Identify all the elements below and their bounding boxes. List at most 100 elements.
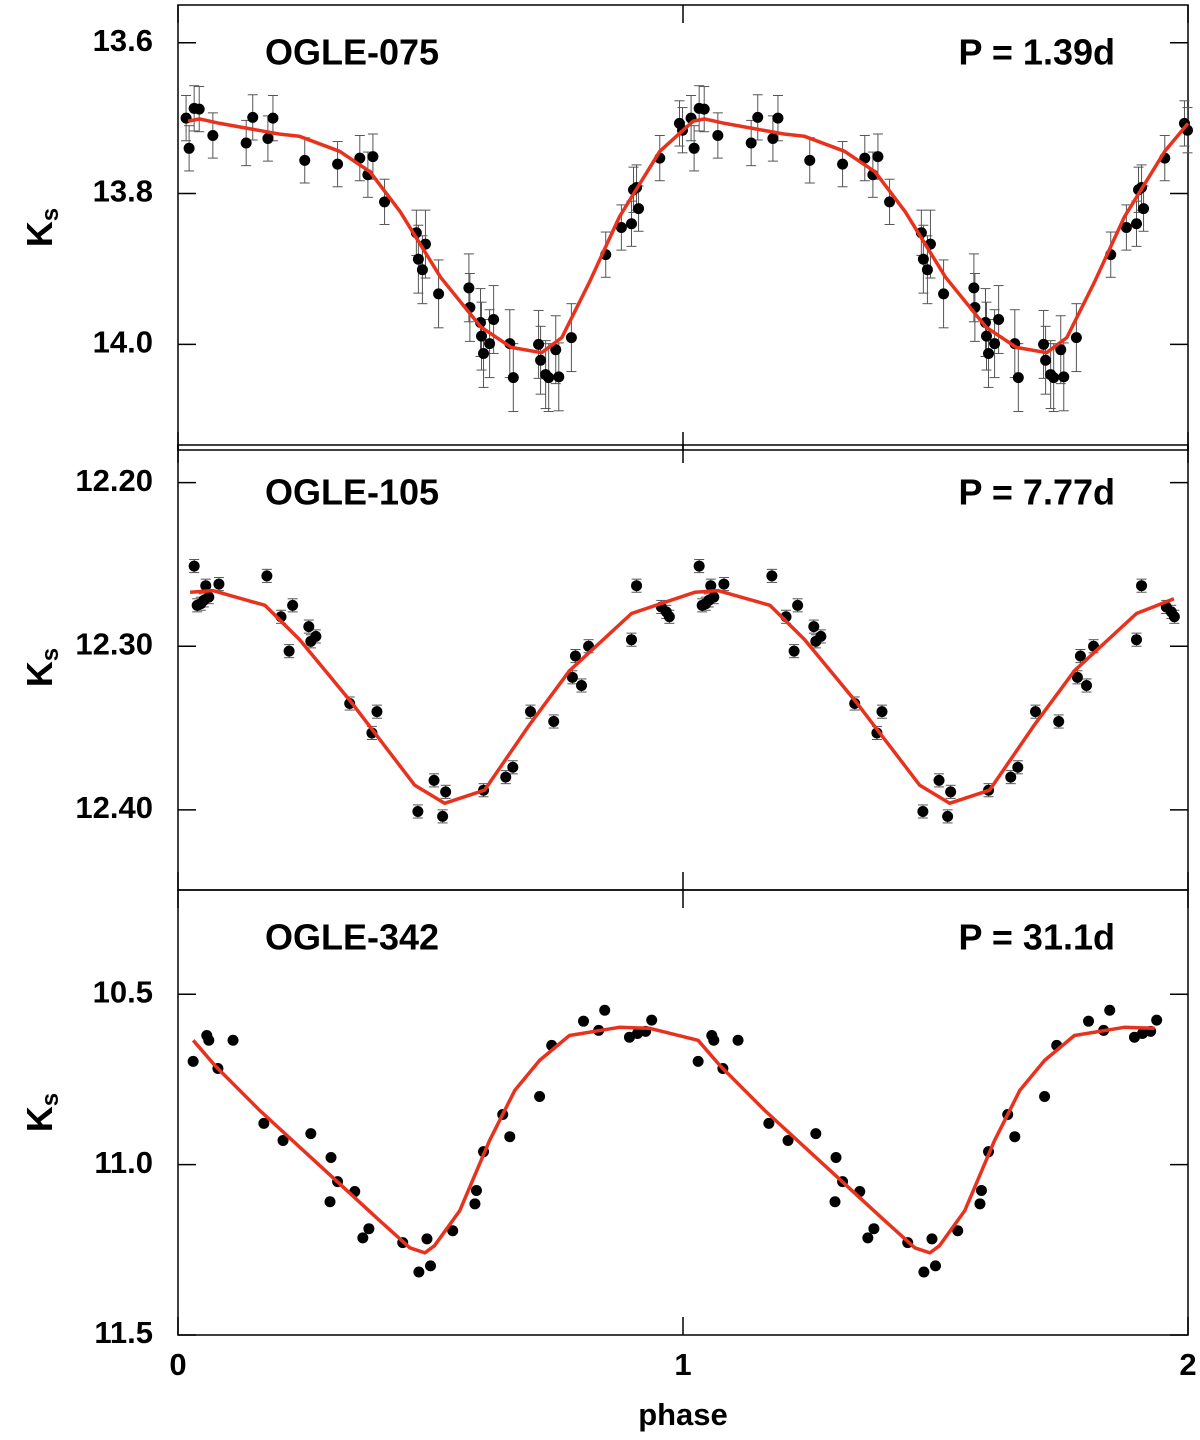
data-point	[763, 1117, 775, 1129]
data-point	[1012, 372, 1024, 384]
y-tick-label: 12.20	[75, 463, 153, 498]
data-point	[952, 1225, 964, 1237]
data-point	[262, 133, 274, 144]
data-point	[625, 218, 637, 230]
data-point	[732, 1034, 744, 1046]
data-point	[705, 580, 717, 592]
data-point	[625, 634, 637, 646]
data-point	[1136, 580, 1148, 592]
period-annotation: P = 7.77d	[959, 472, 1115, 513]
x-tick-label: 1	[674, 1347, 691, 1382]
data-point	[862, 1232, 874, 1244]
data-point	[287, 599, 299, 611]
data-point	[193, 103, 205, 115]
data-point	[303, 621, 315, 633]
data-point	[1130, 218, 1142, 230]
data-point	[646, 1014, 658, 1026]
data-point	[688, 142, 700, 154]
data-point	[615, 222, 627, 233]
data-point	[325, 1151, 337, 1163]
data-point	[810, 1128, 822, 1140]
fit-line	[191, 1025, 1155, 1255]
data-point	[412, 805, 424, 817]
data-point	[416, 264, 428, 276]
data-point	[578, 1015, 590, 1027]
data-point	[930, 1260, 941, 1272]
data-point	[1040, 354, 1052, 366]
data-point	[917, 253, 929, 265]
data-point	[363, 1223, 375, 1235]
data-point	[566, 671, 578, 683]
data-point	[1083, 1015, 1095, 1027]
y-axis-label: Ks	[19, 1093, 65, 1132]
data-point	[305, 1128, 317, 1140]
data-point	[367, 151, 379, 163]
panel-title: OGLE-342	[265, 917, 439, 958]
data-point	[808, 621, 820, 633]
y-axis-label-sub: s	[37, 648, 64, 661]
data-point	[227, 1034, 239, 1046]
data-point	[938, 288, 950, 300]
data-point	[815, 630, 827, 642]
data-point	[968, 282, 980, 294]
data-point	[437, 810, 449, 822]
y-tick-label: 10.5	[93, 974, 153, 1009]
data-point	[663, 611, 675, 623]
y-axis-label: Ks	[19, 648, 65, 687]
data-point	[425, 1260, 436, 1272]
data-point	[772, 112, 784, 124]
data-point	[1009, 1131, 1021, 1143]
data-point	[830, 1151, 842, 1163]
x-axis-label: phase	[638, 1397, 728, 1432]
data-point	[974, 1198, 986, 1210]
data-point	[354, 152, 366, 164]
data-point	[533, 338, 545, 350]
data-point	[500, 771, 512, 783]
data-point	[534, 1090, 546, 1102]
data-point	[565, 332, 577, 344]
data-point	[1048, 372, 1060, 384]
data-point	[868, 1223, 880, 1235]
data-point	[203, 1034, 215, 1046]
data-point	[575, 679, 587, 691]
data-point	[258, 1117, 270, 1129]
data-point	[876, 706, 888, 718]
data-point	[183, 142, 195, 154]
data-point	[1080, 679, 1092, 691]
data-point	[792, 599, 804, 611]
y-axis-label-main: K	[19, 221, 60, 247]
data-point	[692, 1055, 704, 1067]
data-point	[631, 580, 643, 592]
data-point	[1053, 715, 1065, 727]
data-point	[535, 354, 547, 366]
data-point	[917, 805, 929, 817]
data-point	[872, 151, 884, 163]
x-tick-label: 2	[1179, 1347, 1196, 1382]
data-point	[989, 338, 1001, 350]
data-point	[975, 1185, 987, 1197]
data-point	[504, 1131, 516, 1143]
data-point	[1151, 1014, 1163, 1026]
data-point	[1074, 650, 1086, 662]
data-point	[788, 645, 800, 657]
data-point	[1130, 634, 1142, 646]
data-point	[299, 154, 311, 166]
data-point	[1058, 371, 1070, 383]
data-point	[698, 103, 710, 115]
data-point	[476, 330, 488, 342]
y-axis-label-sub: s	[37, 1093, 64, 1106]
data-point	[543, 372, 555, 384]
data-point	[433, 288, 445, 300]
data-point	[981, 330, 993, 342]
x-tick-label: 0	[169, 1347, 186, 1382]
panel-title: OGLE-105	[265, 472, 439, 513]
data-point	[371, 706, 383, 718]
data-point	[413, 1266, 425, 1278]
data-point	[332, 158, 344, 170]
y-tick-label: 11.5	[94, 1315, 153, 1350]
y-axis-label: Ks	[19, 208, 65, 247]
data-point	[188, 560, 200, 572]
y-tick-label: 13.8	[93, 174, 153, 209]
data-point	[524, 706, 536, 718]
